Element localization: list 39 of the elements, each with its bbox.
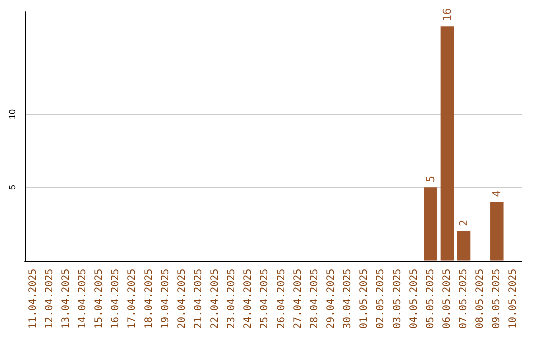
x-tick-label: 01.05.2025	[359, 268, 370, 330]
x-tick-label: 14.04.2025	[77, 268, 88, 330]
x-tick-label: 04.05.2025	[408, 268, 420, 330]
data-label: 16	[440, 8, 454, 22]
x-tick-label: 05.05.2025	[425, 268, 436, 330]
data-label: 2	[458, 220, 471, 227]
bar	[424, 188, 438, 261]
x-tick-label: 24.04.2025	[243, 268, 254, 330]
x-tick-label: 17.04.2025	[127, 268, 138, 330]
y-tick-label: 10	[8, 109, 18, 120]
x-tick-label: 22.04.2025	[210, 268, 222, 330]
x-tick-label: 12.04.2025	[44, 268, 56, 330]
x-tick-label: 06.05.2025	[442, 268, 453, 330]
data-label: 4	[490, 190, 504, 198]
x-tick-label: 27.04.2025	[292, 268, 304, 330]
x-tick-label: 13.04.2025	[60, 268, 72, 330]
x-tick-label: 28.04.2025	[309, 268, 320, 330]
x-tick-label: 26.04.2025	[276, 268, 288, 330]
x-tick-label: 11.04.2025	[28, 268, 39, 330]
x-tick-label: 09.05.2025	[492, 268, 503, 330]
x-tick-label: 30.04.2025	[342, 268, 354, 330]
x-tick-label: 02.05.2025	[376, 268, 387, 330]
x-tick-label: 10.05.2025	[508, 268, 520, 330]
x-tick-label: 25.04.2025	[260, 268, 271, 330]
x-tick-label: 08.05.2025	[475, 268, 486, 330]
x-tick-label: 29.04.2025	[326, 268, 337, 330]
x-tick-label: 18.04.2025	[144, 268, 155, 330]
bar	[457, 232, 471, 261]
x-tick-label: 03.05.2025	[392, 268, 404, 330]
x-tick-label: 19.04.2025	[160, 268, 172, 330]
x-tick-label: 21.04.2025	[193, 268, 204, 330]
bar	[490, 202, 504, 261]
bar	[440, 26, 454, 261]
x-tick-label: 16.04.2025	[110, 268, 122, 330]
x-tick-label: 23.04.2025	[226, 268, 238, 330]
x-tick-label: 15.04.2025	[94, 268, 106, 330]
data-label: 5	[424, 176, 438, 183]
x-tick-label: 07.05.2025	[458, 268, 470, 330]
x-tick-label: 20.04.2025	[176, 268, 188, 330]
